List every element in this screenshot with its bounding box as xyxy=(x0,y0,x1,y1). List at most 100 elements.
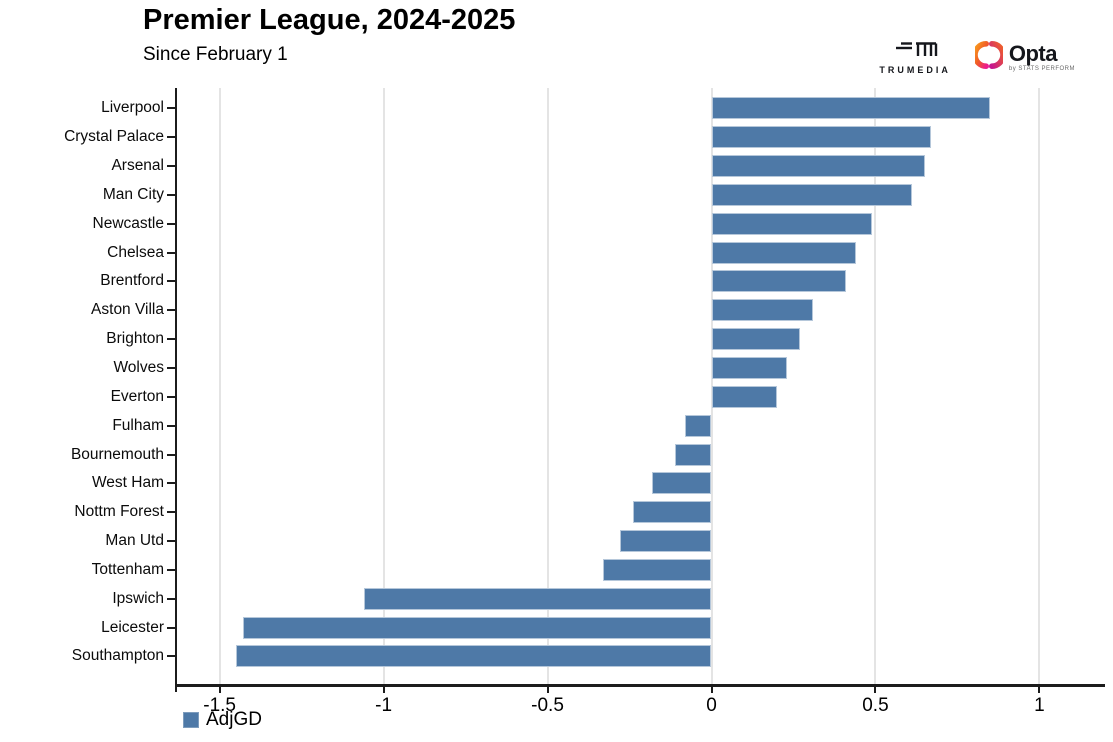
team-label-liverpool: Liverpool xyxy=(101,99,164,117)
bar-leicester xyxy=(242,616,712,639)
bar-newcastle xyxy=(711,212,873,235)
team-label-chelsea: Chelsea xyxy=(107,243,164,261)
bar-chelsea xyxy=(711,241,856,264)
plot-area: Liverpool Crystal Palace Arsenal Man City Ne… xyxy=(64,88,1105,716)
chart-row-newcastle: Newcastle xyxy=(93,209,1105,238)
y-tick-wolves xyxy=(167,367,177,370)
x-tick-0 xyxy=(710,684,713,693)
x-tick-label-1: 1 xyxy=(1034,695,1045,716)
y-tick-fulham xyxy=(167,424,177,427)
y-tick-brighton xyxy=(167,338,177,341)
team-label-bournemouth: Bournemouth xyxy=(70,445,164,463)
x-tick-label-0.5: 0.5 xyxy=(862,695,889,716)
team-label-everton: Everton xyxy=(110,387,164,405)
bar-fulham xyxy=(685,414,712,437)
opta-ring-icon xyxy=(972,40,1006,75)
chart-row-west-ham: West Ham xyxy=(92,469,1105,498)
team-label-ipswich: Ipswich xyxy=(112,589,164,607)
bar-rows: Liverpool Crystal Palace Arsenal Man City Ne… xyxy=(64,94,1105,671)
chart-row-aston-villa: Aston Villa xyxy=(91,296,1105,325)
chart-row-southampton: Southampton xyxy=(72,642,1105,671)
team-label-fulham: Fulham xyxy=(112,416,164,434)
x-tick-label--1: -1 xyxy=(375,695,393,716)
bar-everton xyxy=(711,385,778,408)
team-label-nottm-forest: Nottm Forest xyxy=(74,503,164,521)
y-tick-arsenal xyxy=(167,165,177,168)
bar-crystal-palace xyxy=(711,126,932,149)
x-tick--0.5 xyxy=(546,684,549,693)
x-tick-label--1.5: -1.5 xyxy=(203,695,236,716)
bar-tottenham xyxy=(603,558,712,581)
chart-row-nottm-forest: Nottm Forest xyxy=(74,498,1105,527)
gridline--1 xyxy=(382,88,385,684)
y-tick-west-ham xyxy=(167,482,177,485)
bar-aston-villa xyxy=(711,299,814,322)
gridline--1.5 xyxy=(218,88,221,684)
chart-row-bournemouth: Bournemouth xyxy=(71,440,1105,469)
chart-row-man-city: Man City xyxy=(103,181,1105,210)
x-axis-spine xyxy=(175,684,1105,687)
chart-row-tottenham: Tottenham xyxy=(92,556,1105,585)
team-label-southampton: Southampton xyxy=(71,647,164,665)
y-tick-leicester xyxy=(167,626,177,629)
y-tick-bournemouth xyxy=(167,453,177,456)
y-tick-aston-villa xyxy=(167,309,177,312)
bar-brighton xyxy=(711,328,801,351)
y-tick-man-city xyxy=(167,193,177,196)
bar-man-city xyxy=(711,183,912,206)
y-tick-brentford xyxy=(167,280,177,283)
bar-bournemouth xyxy=(675,443,712,466)
chart-row-chelsea: Chelsea xyxy=(107,238,1105,267)
bar-brentford xyxy=(711,270,846,293)
y-tick-liverpool xyxy=(167,107,177,110)
y-tick-tottenham xyxy=(167,568,177,571)
brand-logos: TRUMEDIA xyxy=(879,40,1075,75)
team-label-tottenham: Tottenham xyxy=(91,560,164,578)
team-label-man-utd: Man Utd xyxy=(105,532,164,550)
x-tick--1.5 xyxy=(218,684,221,693)
y-tick-southampton xyxy=(167,655,177,658)
y-axis-spine xyxy=(175,88,177,692)
team-label-leicester: Leicester xyxy=(101,618,164,636)
x-tick-label-0: 0 xyxy=(706,695,717,716)
gridline-1 xyxy=(1038,88,1041,684)
x-tick--1 xyxy=(382,684,385,693)
trumedia-icon xyxy=(891,40,939,63)
chart-row-everton: Everton xyxy=(111,382,1105,411)
chart-row-wolves: Wolves xyxy=(113,354,1105,383)
x-tick-label--0.5: -0.5 xyxy=(531,695,564,716)
legend-swatch xyxy=(183,712,199,728)
chart-row-man-utd: Man Utd xyxy=(105,527,1105,556)
opta-wordmark: Opta xyxy=(1008,41,1058,66)
opta-sublabel: by STATS PERFORM xyxy=(1008,66,1075,72)
team-label-aston-villa: Aston Villa xyxy=(91,301,164,319)
opta-logo: Opta by STATS PERFORM xyxy=(972,40,1075,75)
y-tick-everton xyxy=(167,395,177,398)
bar-ipswich xyxy=(363,587,712,610)
bar-wolves xyxy=(711,357,787,380)
x-tick-0.5 xyxy=(874,684,877,693)
page-title: Premier League, 2024-2025 xyxy=(143,4,516,36)
chart-row-fulham: Fulham xyxy=(112,411,1105,440)
chart-row-liverpool: Liverpool xyxy=(101,94,1105,123)
gridline--0.5 xyxy=(546,88,549,684)
chart-row-crystal-palace: Crystal Palace xyxy=(64,123,1105,152)
x-tick-1 xyxy=(1038,684,1041,693)
team-label-west-ham: West Ham xyxy=(91,474,164,492)
chart-row-brentford: Brentford xyxy=(100,267,1105,296)
bar-arsenal xyxy=(711,155,925,178)
bar-liverpool xyxy=(711,97,991,120)
team-label-man-city: Man City xyxy=(102,185,164,203)
y-tick-nottm-forest xyxy=(167,511,177,514)
chart-row-leicester: Leicester xyxy=(101,613,1105,642)
chart-row-brighton: Brighton xyxy=(106,325,1105,354)
bar-southampton xyxy=(236,645,712,668)
legend-label: AdjGD xyxy=(206,709,262,730)
chart-row-ipswich: Ipswich xyxy=(112,584,1105,613)
gridline-0.5 xyxy=(874,88,877,684)
y-tick-chelsea xyxy=(167,251,177,254)
bar-west-ham xyxy=(652,472,712,495)
trumedia-logo: TRUMEDIA xyxy=(879,40,951,75)
y-tick-crystal-palace xyxy=(167,136,177,139)
